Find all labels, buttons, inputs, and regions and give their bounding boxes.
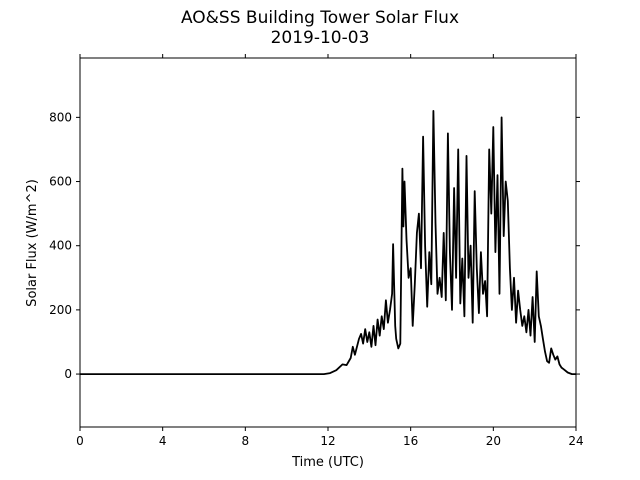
chart-title: AO&SS Building Tower Solar Flux <box>180 8 460 28</box>
y-tick-label: 0 <box>64 367 72 381</box>
x-tick-label: 20 <box>486 434 501 448</box>
plot-frame <box>79 57 577 428</box>
x-tick-label: 8 <box>242 434 250 448</box>
y-tick-label: 800 <box>49 110 72 124</box>
x-tick-label: 24 <box>568 434 583 448</box>
y-tick-label: 200 <box>49 303 72 317</box>
x-axis-label: Time (UTC) <box>291 455 364 470</box>
y-axis-label: Solar Flux (W/m^2) <box>25 179 40 307</box>
x-tick-label: 0 <box>76 434 84 448</box>
series-line <box>80 110 576 375</box>
chart-subtitle: 2019-10-03 <box>270 28 370 48</box>
y-tick-label: 400 <box>49 239 72 253</box>
x-tick-label: 4 <box>159 434 167 448</box>
x-tick-label: 16 <box>403 434 418 448</box>
y-tick-label: 600 <box>49 175 72 189</box>
x-tick-label: 12 <box>320 434 335 448</box>
